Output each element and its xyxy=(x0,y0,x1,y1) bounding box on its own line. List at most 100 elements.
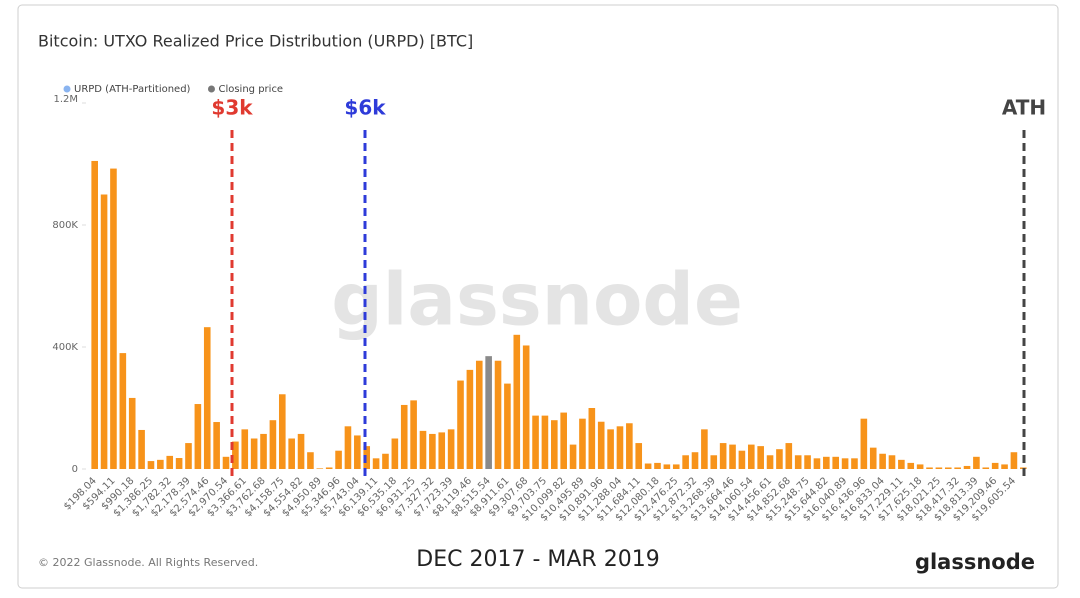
bar xyxy=(110,168,117,469)
bar xyxy=(747,444,755,469)
bar xyxy=(729,444,736,469)
bar xyxy=(485,356,492,469)
y-tick-label: 1.2M xyxy=(53,94,78,105)
bar xyxy=(785,443,793,469)
bar xyxy=(794,455,802,469)
bar xyxy=(316,468,324,469)
bar xyxy=(166,455,174,469)
y-tick-label: 800K xyxy=(52,220,78,231)
bar xyxy=(1001,464,1008,469)
bar xyxy=(663,464,671,469)
bar xyxy=(860,418,868,469)
bar xyxy=(400,404,408,469)
bar xyxy=(307,452,314,469)
bar xyxy=(391,438,399,469)
legend-marker xyxy=(63,85,71,93)
bar xyxy=(297,433,305,469)
bar xyxy=(185,443,192,469)
bar xyxy=(607,429,614,469)
bar xyxy=(1010,452,1018,469)
bar xyxy=(250,438,258,469)
bar xyxy=(804,455,811,469)
bar xyxy=(100,194,108,469)
bar xyxy=(738,450,746,469)
bar xyxy=(344,426,352,469)
bar xyxy=(138,429,145,469)
watermark: glassnode xyxy=(331,258,743,342)
bar xyxy=(194,404,202,469)
bar xyxy=(541,415,549,469)
bar xyxy=(429,433,436,469)
bar xyxy=(841,458,849,469)
bar xyxy=(954,467,961,469)
bar xyxy=(766,455,774,469)
bar xyxy=(579,418,586,469)
bar xyxy=(128,397,136,469)
bar xyxy=(457,380,464,469)
bar xyxy=(203,327,211,469)
bar xyxy=(410,400,417,469)
bar xyxy=(757,446,764,469)
bar xyxy=(119,353,127,469)
bar xyxy=(944,467,952,469)
bar xyxy=(213,422,220,469)
annotation-label: $3k xyxy=(211,96,253,120)
bar xyxy=(354,435,361,469)
bar xyxy=(654,462,661,469)
bar xyxy=(260,433,267,469)
bar xyxy=(232,441,239,469)
bar xyxy=(879,453,886,469)
bar xyxy=(335,450,342,469)
bar xyxy=(447,429,455,469)
annotation-label: $6k xyxy=(344,96,386,120)
bar xyxy=(973,456,980,469)
bar xyxy=(241,429,249,469)
bar xyxy=(616,426,624,469)
bar xyxy=(466,369,474,469)
bar xyxy=(372,458,380,469)
chart-title: Bitcoin: UTXO Realized Price Distributio… xyxy=(38,32,473,51)
bar xyxy=(682,455,689,469)
bar xyxy=(626,423,633,469)
bar xyxy=(935,467,943,469)
legend-label: Closing price xyxy=(218,84,283,95)
card xyxy=(17,4,1059,589)
bar xyxy=(813,458,821,469)
bar xyxy=(91,160,98,469)
logo: glassnode xyxy=(915,550,1035,574)
bar xyxy=(560,412,567,469)
legend-label: URPD (ATH-Partitioned) xyxy=(74,84,191,95)
bar xyxy=(157,459,164,469)
bar xyxy=(222,456,230,469)
bar xyxy=(710,455,718,469)
bar xyxy=(419,430,427,469)
bar xyxy=(494,360,502,469)
bar xyxy=(644,463,652,469)
bar xyxy=(363,446,371,469)
bar xyxy=(776,449,783,469)
bar xyxy=(504,383,511,469)
bar xyxy=(551,420,558,469)
bar xyxy=(569,444,577,469)
bar xyxy=(522,345,530,469)
bar xyxy=(382,453,389,469)
legend-marker xyxy=(207,85,215,93)
bar xyxy=(719,443,727,469)
bar xyxy=(888,455,896,469)
bar xyxy=(532,415,539,469)
bar xyxy=(325,467,333,469)
copyright: © 2022 Glassnode. All Rights Reserved. xyxy=(38,556,258,569)
bar xyxy=(278,394,286,469)
bar xyxy=(175,458,183,469)
y-tick-label: 0 xyxy=(72,464,78,475)
annotation-label: ATH xyxy=(1002,96,1046,120)
bar xyxy=(513,334,521,469)
bar xyxy=(288,438,295,469)
bar xyxy=(147,461,155,469)
bar xyxy=(926,467,933,469)
bar xyxy=(597,421,605,469)
bar xyxy=(438,432,446,469)
bar xyxy=(907,462,915,469)
bar xyxy=(982,467,990,469)
